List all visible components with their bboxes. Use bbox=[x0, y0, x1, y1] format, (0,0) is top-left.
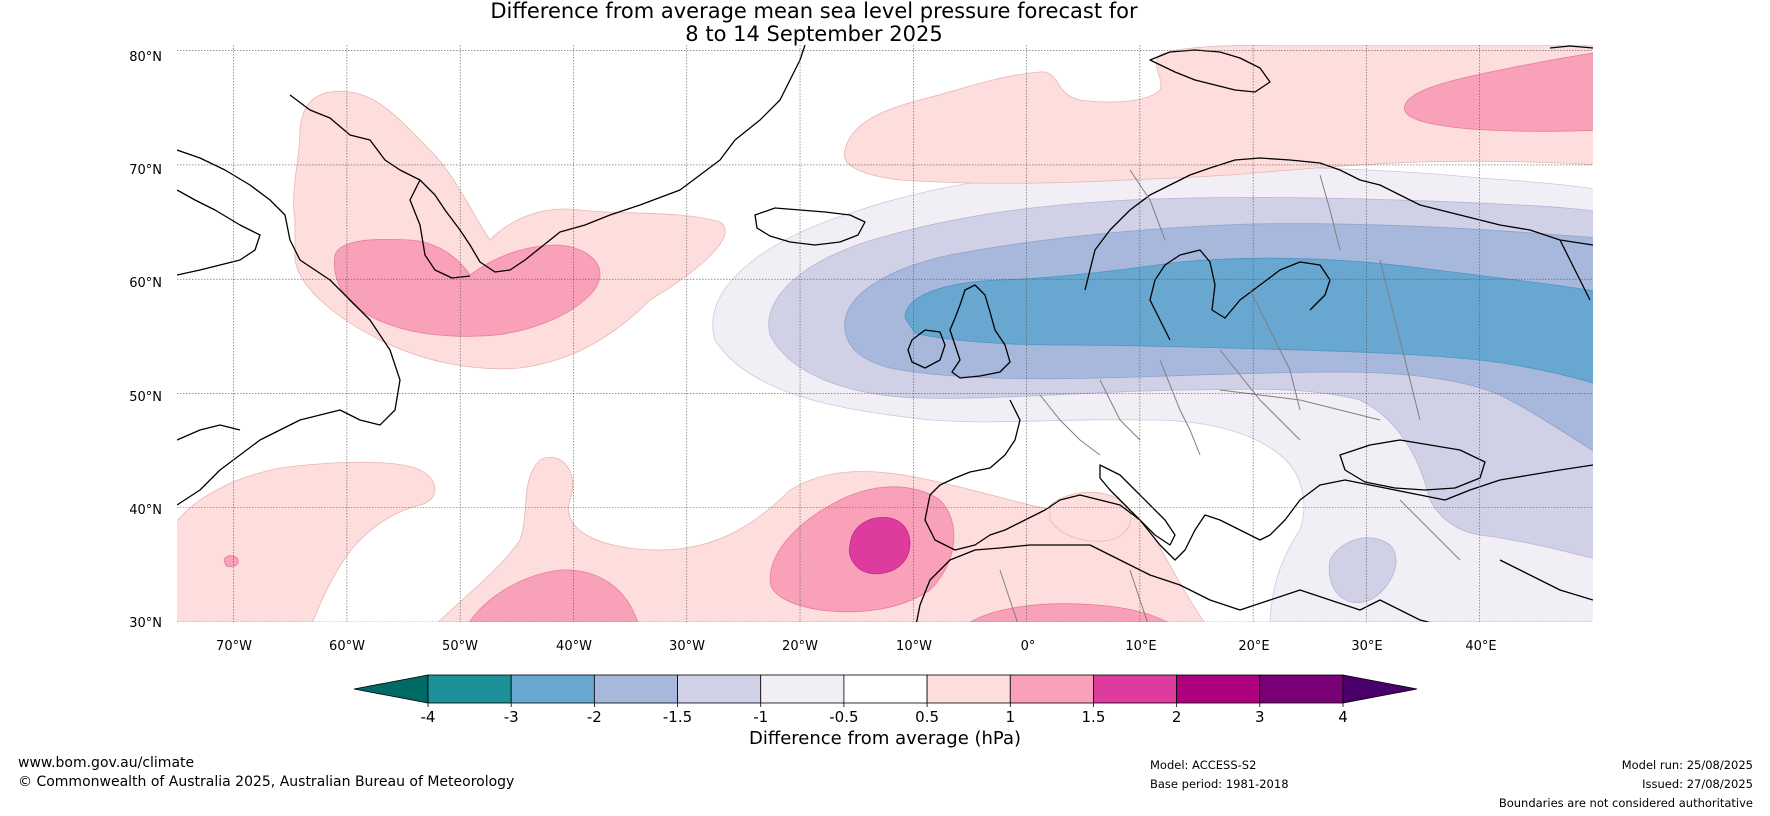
coastline-east bbox=[1499, 239, 1593, 601]
lon-label-10w: 10°W bbox=[896, 639, 932, 654]
anomaly-contours bbox=[177, 45, 1593, 622]
map-plot-area bbox=[177, 45, 1593, 622]
lat-label-50: 50°N bbox=[129, 390, 162, 405]
title-line-2: 8 to 14 September 2025 bbox=[685, 22, 943, 46]
coastline-north-africa bbox=[915, 544, 1431, 622]
colorbar-tick-label: 3 bbox=[1255, 708, 1265, 726]
colorbar-tick-label: -4 bbox=[421, 708, 436, 726]
colorbar-tick-label: -1.5 bbox=[663, 708, 692, 726]
graticule bbox=[177, 45, 1593, 622]
lon-label-40w: 40°W bbox=[556, 639, 592, 654]
anomaly-patch-plus-0-5-subtropical bbox=[177, 461, 436, 622]
lat-label-70: 70°N bbox=[129, 163, 162, 178]
coastline-europe bbox=[924, 399, 1593, 561]
anomaly-patch-plus-1-arctic bbox=[1404, 52, 1593, 132]
lon-label-20w: 20°W bbox=[782, 639, 818, 654]
colorbar-extend-low bbox=[353, 674, 429, 704]
colorbar-segment bbox=[926, 674, 1011, 704]
coastline-baffin bbox=[177, 189, 261, 276]
boundary-4 bbox=[1219, 349, 1301, 441]
footer-copyright: © Commonwealth of Australia 2025, Austra… bbox=[18, 774, 515, 790]
colorbar-tick-label: -1 bbox=[753, 708, 768, 726]
coastline-franz-josef bbox=[1549, 45, 1593, 49]
colorbar: -4 -3 -2 -1.5 -1 -0.5 0.5 1 1.5 2 3 4 bbox=[353, 674, 1418, 726]
anomaly-patch-plus-1-5-iberia bbox=[848, 517, 911, 575]
lon-label-10e: 10°E bbox=[1125, 639, 1156, 654]
colorbar-segment bbox=[1093, 674, 1178, 704]
colorbar-segment bbox=[593, 674, 678, 704]
colorbar-segment bbox=[427, 674, 512, 704]
boundary-7 bbox=[1219, 389, 1381, 421]
footer-base-period: Base period: 1981-2018 bbox=[1150, 777, 1289, 791]
colorbar-segment bbox=[1259, 674, 1344, 704]
colorbar-segment bbox=[677, 674, 762, 704]
lon-label-70w: 70°W bbox=[216, 639, 252, 654]
footer-model-run: Model run: 25/08/2025 bbox=[1621, 758, 1753, 772]
footer-model: Model: ACCESS-S2 bbox=[1150, 758, 1257, 772]
lat-label-80: 80°N bbox=[129, 50, 162, 65]
colorbar-extend-high bbox=[1342, 674, 1418, 704]
colorbar-tick-label: 2 bbox=[1172, 708, 1182, 726]
lat-label-40: 40°N bbox=[129, 503, 162, 518]
lon-label-60w: 60°W bbox=[329, 639, 365, 654]
colorbar-tick-label: 0.5 bbox=[915, 708, 939, 726]
anomaly-band-minus-2 bbox=[904, 257, 1593, 384]
boundary-10 bbox=[999, 569, 1018, 622]
lon-label-50w: 50°W bbox=[442, 639, 478, 654]
boundary-8 bbox=[1129, 169, 1166, 241]
lon-label-20e: 20°E bbox=[1238, 639, 1269, 654]
colorbar-segment bbox=[510, 674, 595, 704]
lat-label-30: 30°N bbox=[129, 616, 162, 631]
lon-label-40e: 40°E bbox=[1465, 639, 1496, 654]
colorbar-segment bbox=[760, 674, 845, 704]
boundary-12 bbox=[1399, 499, 1461, 561]
colorbar-tick-label: -2 bbox=[587, 708, 602, 726]
latitude-labels: 80°N 70°N 60°N 50°N 40°N 30°N bbox=[129, 50, 162, 631]
anomaly-patch-minus-1-5-se bbox=[1328, 537, 1397, 603]
boundary-9 bbox=[1319, 174, 1341, 251]
footer-disclaimer: Boundaries are not considered authoritat… bbox=[1498, 796, 1753, 810]
boundary-1 bbox=[1039, 394, 1101, 456]
colorbar-tick-label: 1 bbox=[1005, 708, 1015, 726]
colorbar-tick-label: -0.5 bbox=[829, 708, 858, 726]
coastline-great-britain bbox=[949, 284, 1011, 379]
anomaly-patch-plus-0-5-mediterranean bbox=[1049, 491, 1132, 542]
anomaly-patch-plus-1-small-dot bbox=[223, 555, 239, 568]
boundary-2 bbox=[1099, 379, 1141, 441]
footer-url[interactable]: www.bom.gov.au/climate bbox=[18, 755, 195, 771]
anomaly-patch-plus-1-north-africa bbox=[970, 603, 1169, 622]
colorbar-segment bbox=[1176, 674, 1261, 704]
lon-label-30w: 30°W bbox=[669, 639, 705, 654]
coastline-svalbard bbox=[1149, 49, 1271, 93]
colorbar-tick-label: 1.5 bbox=[1082, 708, 1106, 726]
colorbar-segment bbox=[843, 674, 928, 704]
anomaly-patch-plus-0-5-arctic bbox=[843, 45, 1593, 184]
longitude-labels: 70°W 60°W 50°W 40°W 30°W 20°W 10°W 0° 10… bbox=[216, 639, 1497, 654]
coastline-italy bbox=[1099, 464, 1176, 546]
colorbar-tick-label: -3 bbox=[504, 708, 519, 726]
boundary-5 bbox=[1249, 289, 1301, 411]
colorbar-label: Difference from average (hPa) bbox=[749, 728, 1021, 749]
boundary-3 bbox=[1159, 359, 1201, 456]
lat-label-60: 60°N bbox=[129, 276, 162, 291]
lon-label-30e: 30°E bbox=[1351, 639, 1382, 654]
colorbar-segment bbox=[1009, 674, 1094, 704]
coastline-greenland bbox=[289, 45, 806, 279]
coastline-ireland bbox=[907, 329, 946, 369]
anomaly-patch-plus-1-subtropical-west bbox=[469, 569, 638, 622]
colorbar-tick-label: 4 bbox=[1338, 708, 1348, 726]
footer-issued: Issued: 27/08/2025 bbox=[1642, 777, 1753, 791]
lon-label-0: 0° bbox=[1021, 639, 1036, 654]
title-line-1: Difference from average mean sea level p… bbox=[490, 0, 1138, 23]
coastline-north-america bbox=[177, 149, 401, 506]
